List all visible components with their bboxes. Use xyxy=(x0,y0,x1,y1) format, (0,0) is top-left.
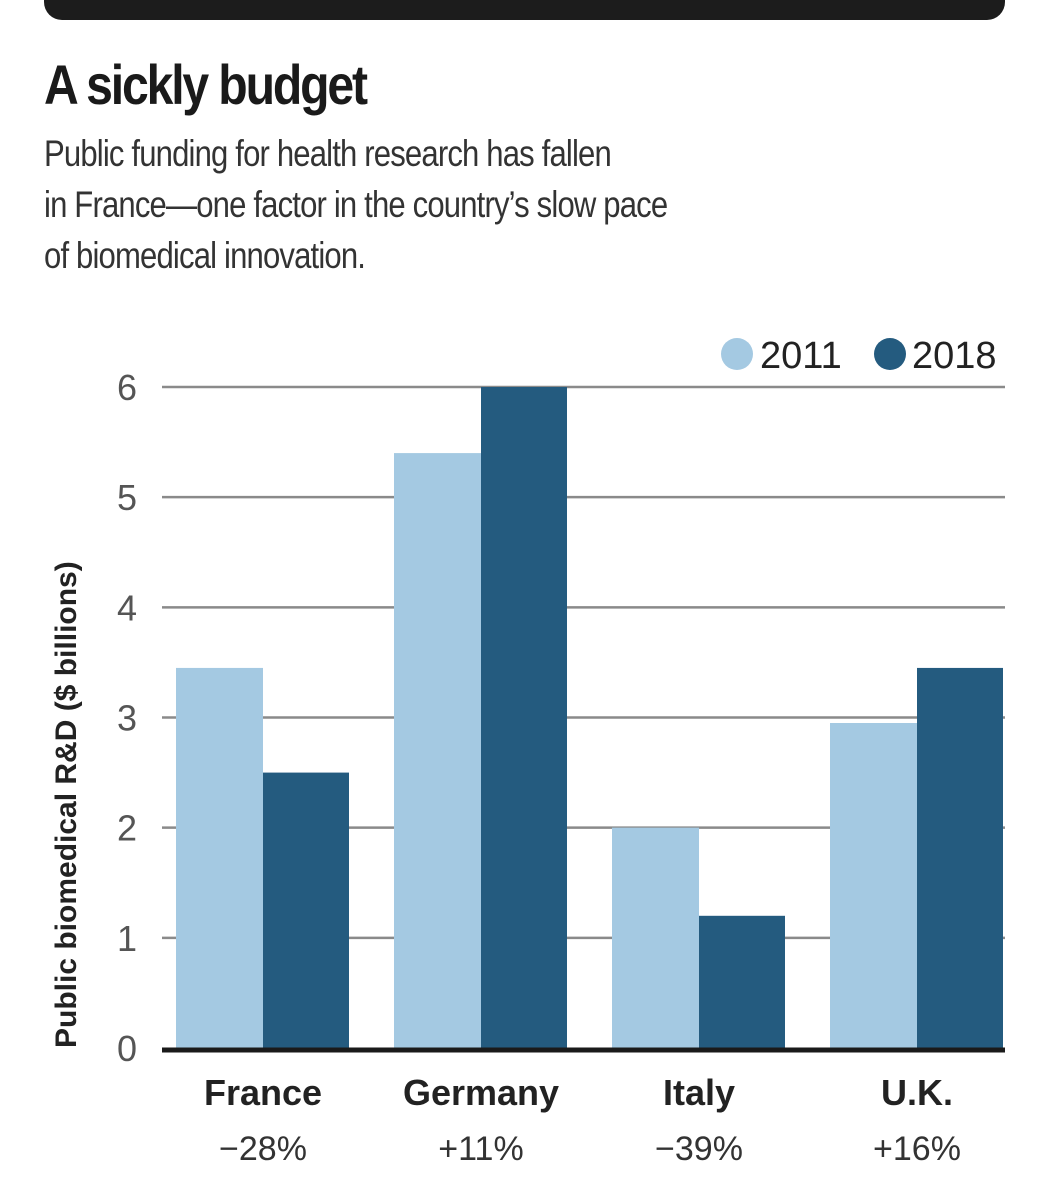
chart-subtitle: Public funding for health research has f… xyxy=(44,128,884,281)
bars xyxy=(162,387,1005,1053)
x-category-label: France xyxy=(204,1072,322,1113)
legend-swatch-2018 xyxy=(874,338,906,370)
y-tick-label: 0 xyxy=(117,1028,137,1069)
bar-france-2018 xyxy=(263,772,349,1048)
top-bar xyxy=(44,0,1005,20)
y-axis-label: Public biomedical R&D ($ billions) xyxy=(50,561,83,1048)
y-tick-label: 1 xyxy=(117,918,137,959)
legend-label-2018: 2018 xyxy=(912,335,997,377)
percent-change-label: +16% xyxy=(873,1130,961,1168)
legend-swatch-2011 xyxy=(721,338,753,370)
y-tick-label: 2 xyxy=(117,808,137,849)
bar-italy-2018 xyxy=(699,915,785,1048)
bar-italy-2011 xyxy=(612,827,699,1048)
bar-germany-2011 xyxy=(394,453,481,1049)
x-category-label: U.K. xyxy=(881,1072,953,1113)
y-tick-label: 6 xyxy=(117,367,137,408)
subtitle-line: Public funding for health research has f… xyxy=(44,133,612,174)
x-category-label: Italy xyxy=(663,1072,735,1113)
x-category-label: Germany xyxy=(403,1072,559,1113)
percent-change-label: +11% xyxy=(438,1130,523,1168)
subtitle-line: of biomedical innovation. xyxy=(44,235,366,276)
percent-change-label: −28% xyxy=(219,1130,307,1168)
bar-germany-2018 xyxy=(481,387,567,1048)
y-tick-label: 3 xyxy=(117,698,137,739)
percent-change-label: −39% xyxy=(655,1130,743,1168)
legend: 2011 2018 xyxy=(721,335,997,377)
x-category-labels: France −28% Germany +11% Italy −39% U.K. +16% xyxy=(204,1072,961,1168)
bar-uk-2018 xyxy=(917,667,1003,1048)
chart-title: A sickly budget xyxy=(44,53,368,116)
subtitle-line: in France—one factor in the country’s sl… xyxy=(44,184,668,225)
legend-label-2011: 2011 xyxy=(760,335,842,377)
y-tick-label: 4 xyxy=(117,587,137,628)
y-tick-label: 5 xyxy=(117,477,137,518)
bar-france-2011 xyxy=(176,667,263,1048)
bar-uk-2011 xyxy=(830,723,917,1048)
y-tick-labels: 0 1 2 3 4 5 6 xyxy=(117,367,137,1069)
